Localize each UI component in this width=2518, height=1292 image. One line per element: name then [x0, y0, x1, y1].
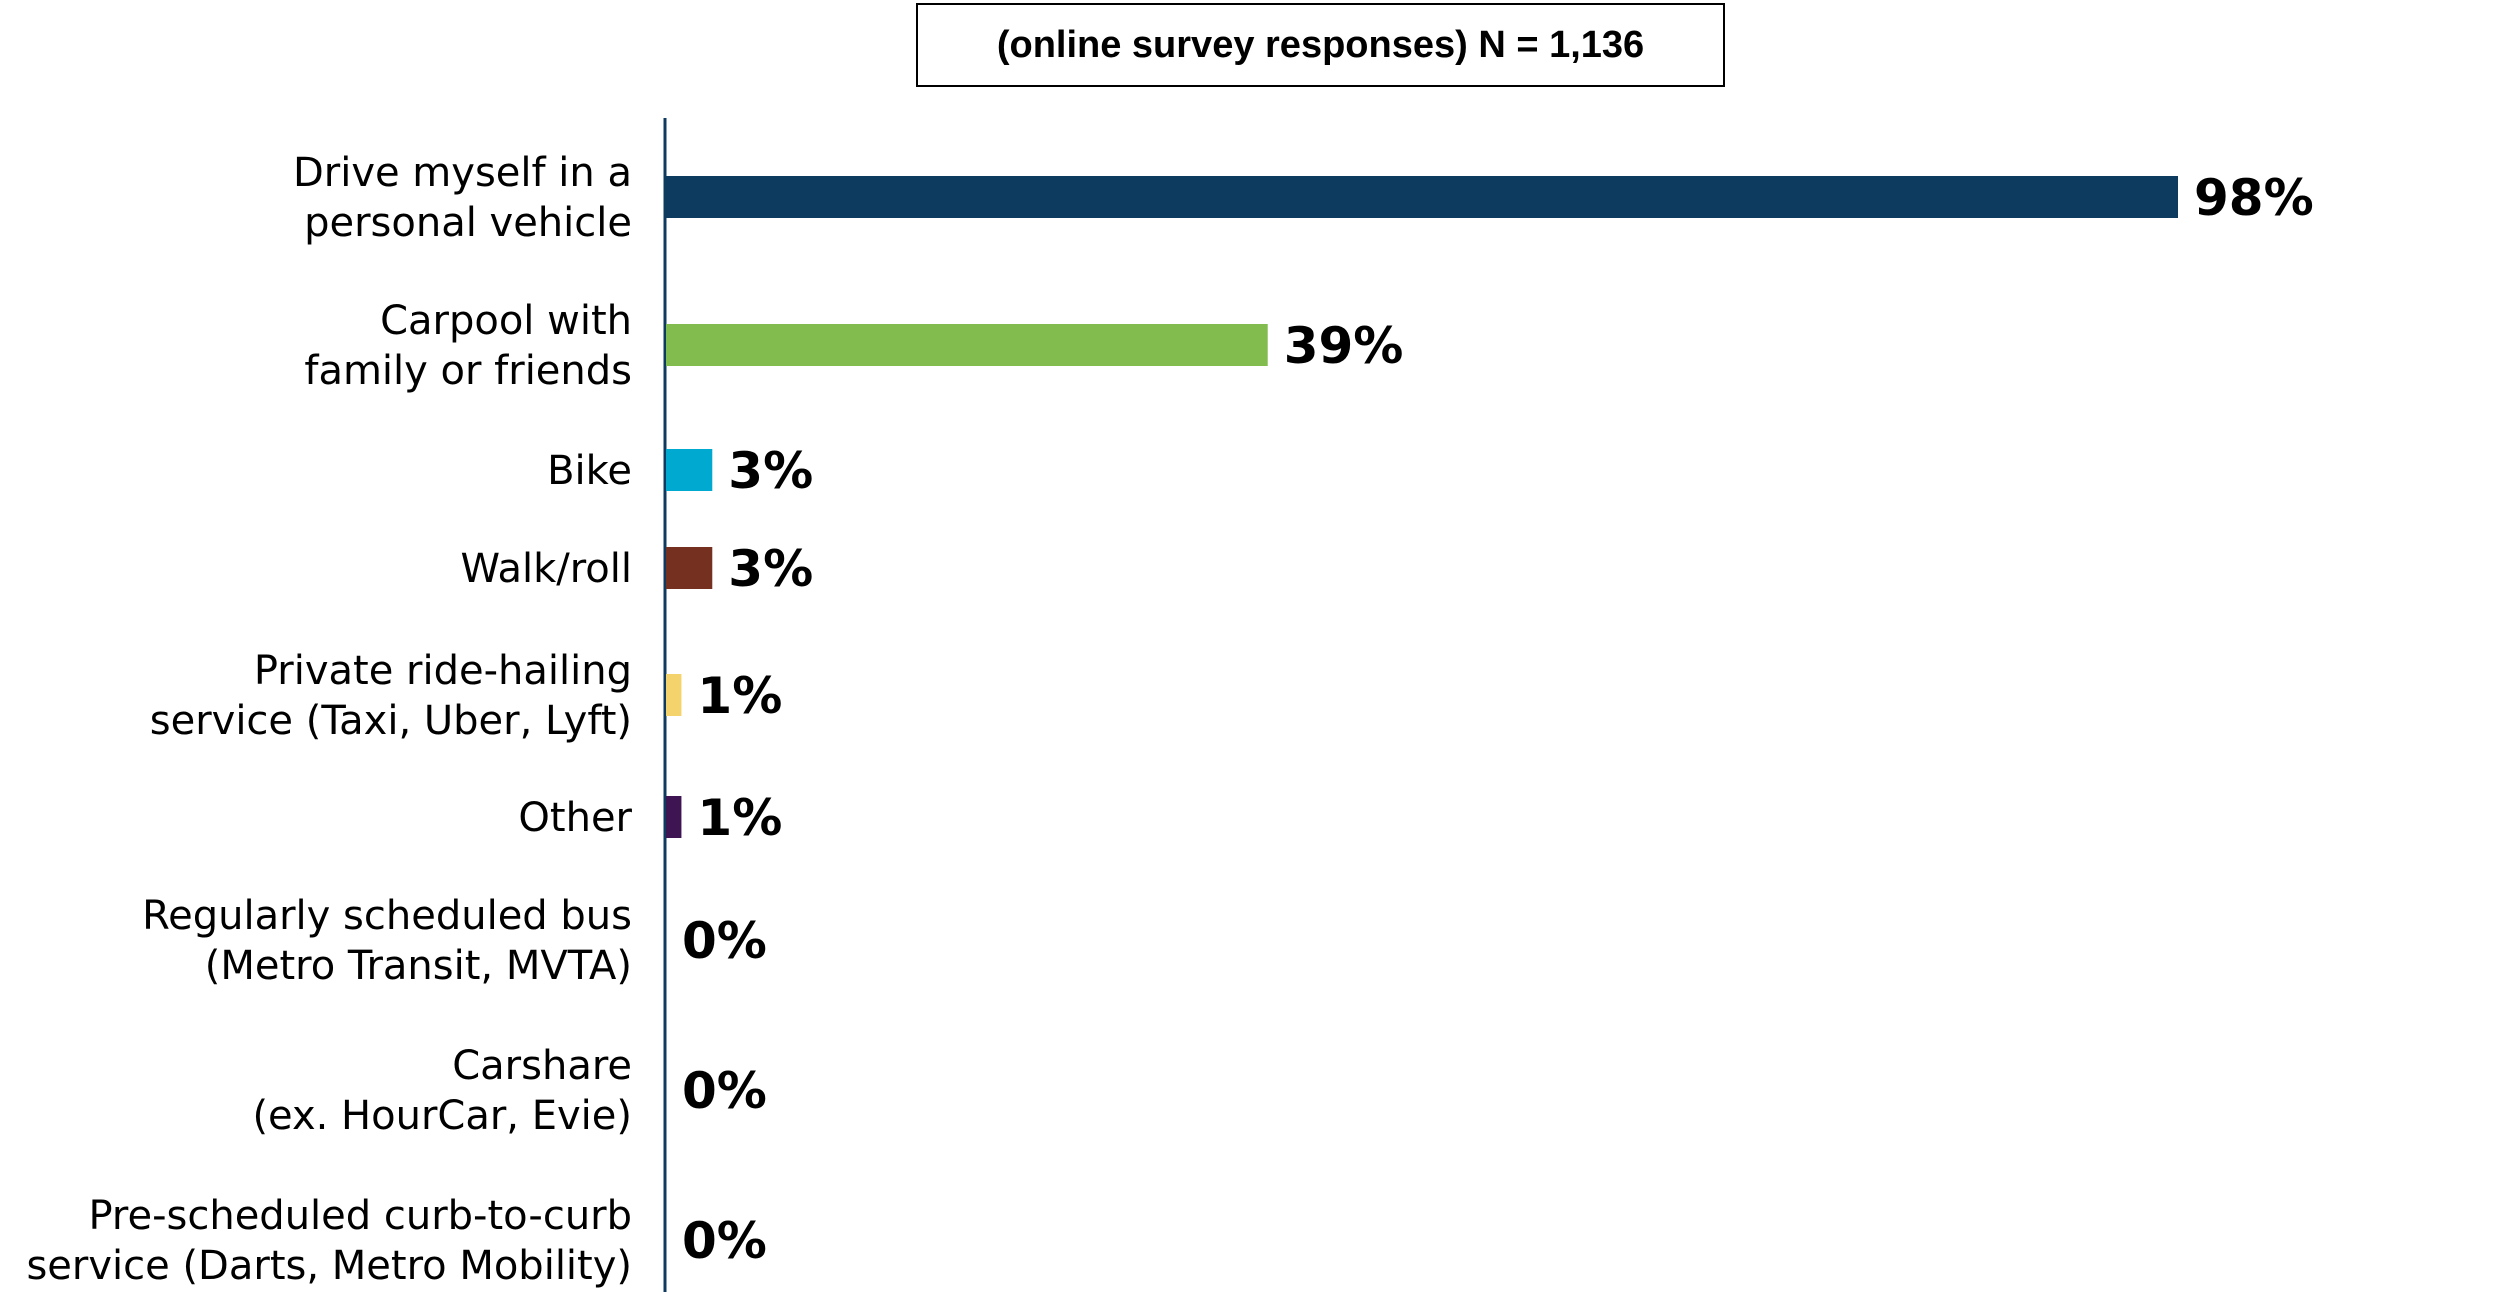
- value-label-0: 98%: [2194, 169, 2314, 227]
- category-label-3-0: Walk/roll: [460, 546, 632, 592]
- value-label-5: 1%: [697, 789, 782, 847]
- value-label-6: 0%: [682, 912, 767, 970]
- bar-2: [666, 449, 713, 491]
- category-label-2-0: Bike: [547, 448, 632, 494]
- category-label-1-0: Carpool with: [380, 298, 632, 344]
- value-label-7: 0%: [682, 1062, 767, 1120]
- category-label-8-0: Pre-scheduled curb-to-curb: [88, 1193, 632, 1239]
- category-label-6-0: Regularly scheduled bus: [142, 893, 632, 939]
- value-label-8: 0%: [682, 1212, 767, 1270]
- bar-3: [666, 547, 713, 589]
- sample-size-box: (online survey responses) N = 1,136: [916, 3, 1725, 87]
- category-label-0-0: Drive myself in a: [293, 150, 632, 196]
- category-label-1-1: family or friends: [304, 348, 632, 394]
- category-label-4-1: service (Taxi, Uber, Lyft): [150, 698, 632, 744]
- category-label-5-0: Other: [518, 795, 632, 841]
- bar-0: [666, 176, 2178, 218]
- bar-5: [666, 796, 682, 838]
- category-label-8-1: service (Darts, Metro Mobility): [26, 1243, 632, 1289]
- category-label-7-1: (ex. HourCar, Evie): [252, 1093, 632, 1139]
- bar-4: [666, 674, 682, 716]
- sample-size-label: (online survey responses) N = 1,136: [996, 23, 1645, 66]
- bar-1: [666, 324, 1268, 366]
- value-label-3: 3%: [728, 540, 813, 598]
- value-label-4: 1%: [697, 667, 782, 725]
- category-label-7-0: Carshare: [452, 1043, 632, 1089]
- value-label-1: 39%: [1284, 317, 1404, 375]
- category-label-4-0: Private ride-hailing: [254, 648, 632, 694]
- category-label-6-1: (Metro Transit, MVTA): [205, 943, 632, 989]
- value-label-2: 3%: [728, 442, 813, 500]
- category-label-0-1: personal vehicle: [304, 200, 632, 246]
